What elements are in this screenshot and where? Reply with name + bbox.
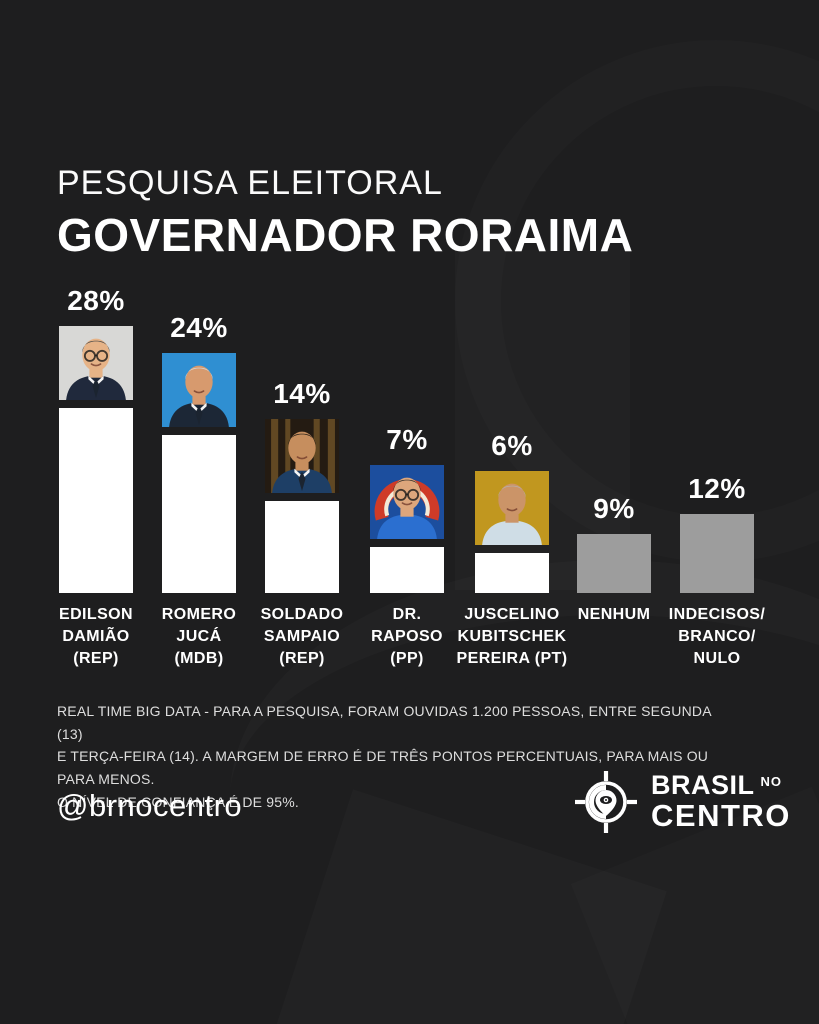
chart-column: 14%	[242, 378, 362, 593]
chart-column: 9%	[554, 493, 674, 593]
bar-chart: 28%	[36, 285, 777, 593]
poster-header: PESQUISA ELEITORAL GOVERNADOR RORAIMA	[57, 164, 633, 262]
collar-and-tie	[294, 468, 310, 491]
candidate-photo	[162, 353, 236, 427]
chart-column: 7%	[347, 424, 467, 593]
collar-and-tie	[88, 375, 104, 398]
logo-word-centro: CENTRO	[651, 798, 791, 834]
category-label: SOLDADO SAMPAIO (REP)	[260, 606, 344, 668]
bar	[162, 435, 236, 593]
candidate-photo	[265, 419, 339, 493]
value-label: 9%	[593, 493, 635, 524]
candidate-photo-illustration	[59, 326, 133, 400]
candidate-photo-illustration	[265, 419, 339, 493]
candidate-photo-illustration	[162, 353, 236, 427]
glasses	[394, 488, 420, 501]
category-label: DR. RAPOSO (PP)	[371, 606, 443, 668]
brand-logo-text: BRASIL NO CENTRO	[651, 772, 791, 832]
category-label: NENHUM	[577, 606, 651, 623]
bar	[475, 553, 549, 593]
collar-and-tie	[191, 402, 207, 425]
category-label: JUSCELINO KUBITSCHEK PEREIRA (PT)	[456, 606, 568, 668]
chart-column: 6%	[452, 430, 572, 593]
chart-column: 12%	[657, 473, 777, 593]
category-label: INDECISOS/BRANCO/NULO	[668, 606, 766, 668]
poster-title: GOVERNADOR RORAIMA	[57, 209, 634, 261]
bar	[59, 408, 133, 593]
bar	[265, 501, 339, 593]
value-label: 7%	[386, 424, 428, 455]
brand-logo: BRASIL NO CENTRO	[574, 770, 791, 834]
bar	[370, 547, 444, 593]
photo-background-stripes	[271, 419, 335, 493]
poster-subtitle: PESQUISA ELEITORAL	[57, 164, 443, 202]
category-label: ROMERO JUCÁ (MDB)	[161, 606, 237, 668]
value-label: 6%	[491, 430, 533, 461]
candidate-photo-illustration	[475, 471, 549, 545]
glasses	[83, 349, 109, 362]
candidate-photo	[475, 471, 549, 545]
methodology-note: REAL TIME BIG DATA - PARA A PESQUISA, FO…	[57, 700, 737, 813]
bar	[680, 514, 754, 593]
social-handle: @brnocentro	[57, 788, 243, 823]
methodology-note-line: O NÍVEL DE CONFIANÇA É DE 95%.	[57, 793, 299, 810]
logo-word-brasil: BRASIL	[651, 770, 755, 801]
chart-column: 28%	[36, 285, 156, 593]
value-label: 12%	[688, 473, 746, 504]
bar	[577, 534, 651, 593]
value-label: 14%	[273, 378, 331, 409]
candidate-photo-illustration	[370, 465, 444, 539]
category-label: EDILSON DAMIÃO (REP)	[59, 606, 133, 668]
chart-column: 24%	[139, 312, 259, 593]
methodology-note-line: E TERÇA-FEIRA (14). A MARGEM DE ERRO É D…	[57, 748, 709, 788]
value-label: 28%	[67, 285, 125, 316]
value-label: 24%	[170, 312, 228, 343]
candidate-photo	[59, 326, 133, 400]
methodology-note-line: REAL TIME BIG DATA - PARA A PESQUISA, FO…	[57, 703, 711, 742]
logo-word-no: NO	[760, 774, 782, 790]
candidate-photo	[370, 465, 444, 539]
brasil-no-centro-crosshair-pin-icon	[575, 771, 637, 833]
